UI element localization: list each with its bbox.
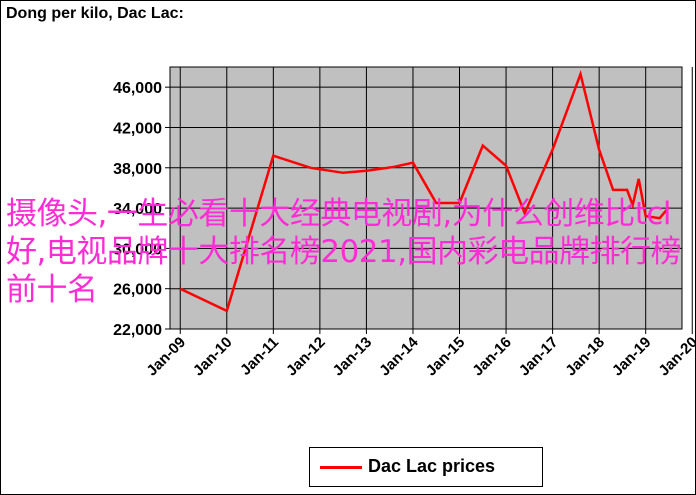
x-axis: Jan-09 Jan-10 Jan-11 Jan-12 Jan-13 Jan-14 Jan-… [143,329,696,379]
y-tick-label: 42,000 [113,120,162,137]
legend: Dac Lac prices [309,447,543,487]
y-tick-label: 34,000 [113,201,162,218]
y-tick-label: 30,000 [113,241,162,258]
series-line-dac-lac-prices [179,69,670,313]
series-layer [179,69,670,313]
x-tick-label: Jan-09 [143,334,189,380]
x-tick-label: Jan-10 [190,334,236,380]
chart-title: Dong per kilo, Dac Lac: [6,5,184,22]
x-tick-label: Jan-17 [516,334,562,380]
x-tick-label: Jan-19 [609,334,655,380]
y-tick-label: 46,000 [113,80,162,97]
plot-area [169,66,683,330]
grid-lines [170,67,693,330]
legend-swatch-dac-lac-prices [320,466,362,469]
x-tick-label: Jan-20 [655,334,696,380]
legend-label-dac-lac-prices: Dac Lac prices [368,456,496,476]
x-tick-label: Jan-18 [562,334,608,380]
y-tick-label: 22,000 [113,322,162,339]
x-tick-label: Jan-11 [237,334,282,379]
y-tick-label: 26,000 [113,282,162,299]
x-tick-label: Jan-15 [423,334,469,380]
x-tick-label: Jan-14 [376,333,422,379]
x-tick-label: Jan-13 [330,334,376,380]
x-tick-label: Jan-12 [283,334,329,380]
y-tick-label: 38,000 [113,161,162,178]
watermark-overlay-text: 摄像头,一生必看十大经典电视剧,为什么创维比tcl好,电视品牌十大排名榜2021… [6,196,682,308]
x-tick-label: Jan-16 [469,334,515,380]
y-axis: 22,000 26,000 30,000 34,000 38,000 42,000 46,0… [113,80,170,339]
